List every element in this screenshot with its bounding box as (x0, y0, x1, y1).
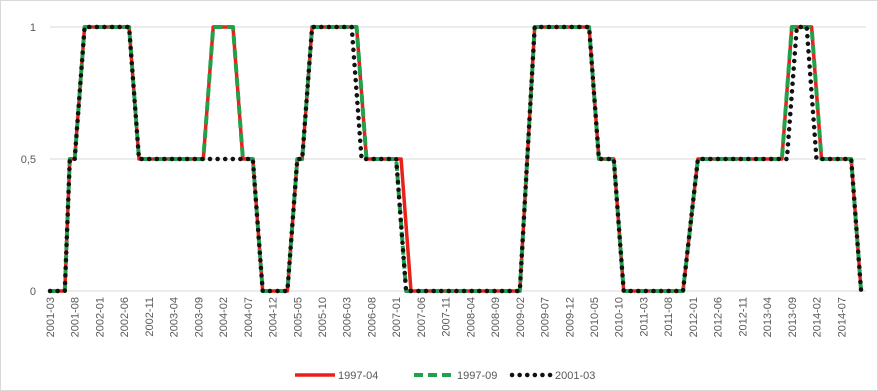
legend-label: 1997-09 (457, 370, 497, 382)
legend-label: 2001-03 (555, 370, 595, 382)
legend-label: 1997-04 (338, 370, 378, 382)
x-tick-label: 2007-06 (416, 297, 428, 337)
x-tick-label: 2006-03 (342, 297, 354, 337)
x-tick-label: 2013-04 (762, 297, 774, 337)
x-tick-label: 2008-09 (490, 297, 502, 337)
x-tick-label: 2004-02 (218, 297, 230, 337)
x-tick-label: 2010-05 (589, 297, 601, 337)
x-tick-label: 2008-04 (465, 297, 477, 337)
y-axis-ticks: 00,51 (21, 22, 36, 298)
x-tick-label: 2001-03 (45, 297, 57, 337)
series-line-1997-09 (50, 25, 864, 293)
x-tick-label: 2010-10 (614, 297, 626, 337)
x-axis-ticks: 2001-03 2001-08 2002-01 2002-06 2002-11 2003-… (45, 297, 848, 337)
x-tick-label: 2012-11 (737, 297, 749, 337)
x-tick-label: 2009-12 (564, 297, 576, 337)
series-lines (47, 24, 864, 294)
series-line-2001-03 (47, 24, 864, 294)
x-tick-label: 2009-02 (515, 297, 527, 337)
x-tick-label: 2014-07 (836, 297, 848, 337)
x-tick-label: 2007-01 (391, 297, 403, 337)
x-tick-label: 2003-04 (169, 297, 181, 337)
x-tick-label: 2003-09 (193, 297, 205, 337)
x-tick-label: 2007-11 (441, 297, 453, 337)
x-tick-label: 2005-05 (292, 297, 304, 337)
x-tick-label: 2002-01 (94, 297, 106, 337)
x-tick-label: 2004-12 (268, 297, 280, 337)
x-tick-label: 2012-01 (688, 297, 700, 337)
y-tick-label: 0 (30, 286, 36, 298)
x-tick-label: 2002-11 (144, 297, 156, 337)
x-tick-label: 2009-07 (540, 297, 552, 337)
legend: 1997-04 1997-09 2001-03 (295, 370, 595, 382)
y-tick-label: 1 (30, 22, 36, 34)
x-tick-label: 2011-08 (663, 297, 675, 337)
x-tick-label: 2002-06 (119, 297, 131, 337)
x-tick-label: 2013-09 (787, 297, 799, 337)
y-tick-label: 0,5 (21, 154, 36, 166)
x-tick-label: 2001-08 (70, 297, 82, 337)
x-tick-label: 2004-07 (243, 297, 255, 337)
x-tick-label: 2006-08 (366, 297, 378, 337)
x-tick-label: 2012-06 (713, 297, 725, 337)
x-tick-label: 2005-10 (317, 297, 329, 337)
x-tick-label: 2011-03 (638, 297, 650, 337)
x-tick-label: 2014-02 (812, 297, 824, 337)
